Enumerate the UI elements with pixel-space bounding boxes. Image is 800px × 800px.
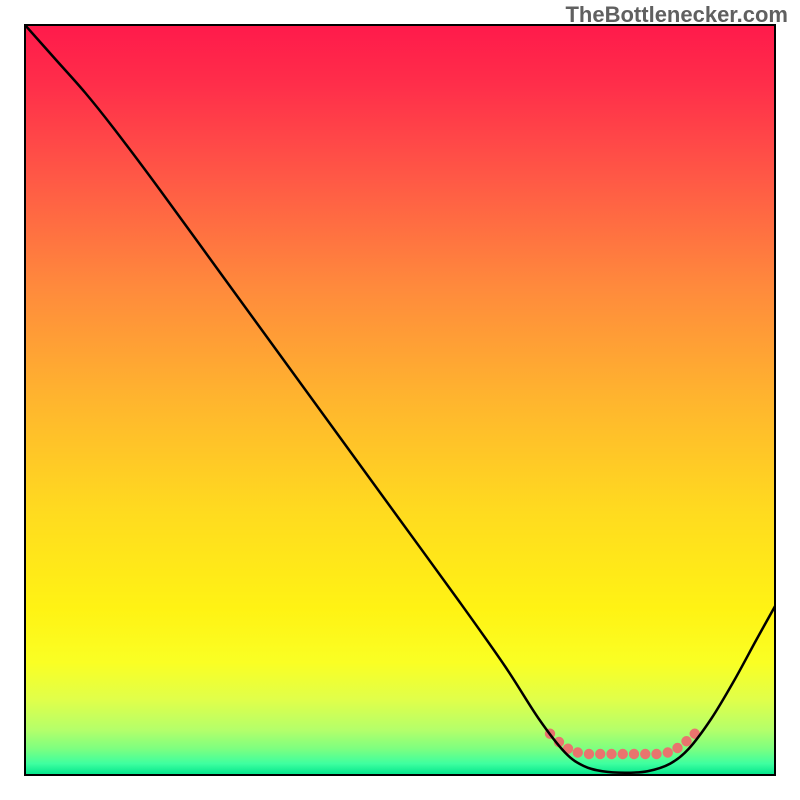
highlight-marker (606, 749, 616, 759)
highlight-marker (584, 749, 594, 759)
highlight-marker (573, 747, 583, 757)
highlight-marker (651, 749, 661, 759)
highlight-marker (663, 747, 673, 757)
highlight-marker (640, 749, 650, 759)
highlight-marker (629, 749, 639, 759)
highlight-marker (618, 749, 628, 759)
gradient-background (25, 25, 775, 775)
chart-container: TheBottlenecker.com (0, 0, 800, 800)
highlight-marker (681, 736, 691, 746)
highlight-marker (595, 749, 605, 759)
highlight-marker (672, 743, 682, 753)
bottleneck-chart (0, 0, 800, 800)
